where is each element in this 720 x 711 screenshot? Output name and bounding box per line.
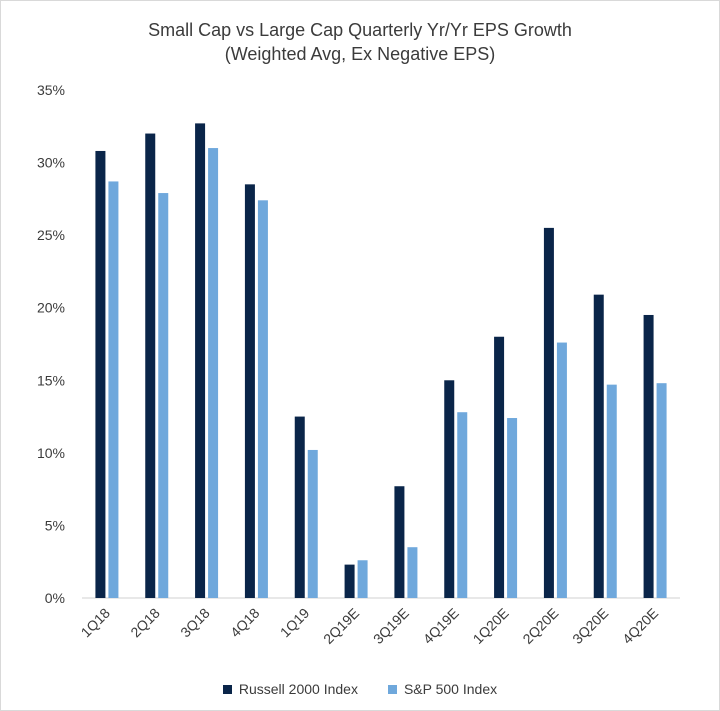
y-tick-label: 0% xyxy=(45,590,65,606)
legend-label-russell: Russell 2000 Index xyxy=(238,681,358,697)
y-tick-label: 15% xyxy=(37,372,65,388)
y-tick-label: 35% xyxy=(37,82,65,98)
x-tick-label: 4Q19E xyxy=(420,605,462,647)
legend-swatch-russell xyxy=(222,684,232,694)
y-axis-ticks: 0% 5% 10% 15% 20% 25% 30% 35% xyxy=(37,82,65,606)
bar-russell-2000 xyxy=(344,564,355,598)
bar-sp-500 xyxy=(307,449,318,598)
bar-russell-2000 xyxy=(145,133,156,599)
bar-russell-2000 xyxy=(494,336,505,598)
x-tick-label: 1Q18 xyxy=(78,605,114,641)
y-tick-label: 5% xyxy=(45,517,65,533)
x-tick-label: 2Q20E xyxy=(519,605,561,647)
x-axis-ticks: 1Q18 2Q18 3Q18 4Q18 1Q19 2Q19E 3Q19E 4Q19E 1Q20E… xyxy=(78,605,662,647)
x-tick-label: 3Q20E xyxy=(569,605,611,647)
legend-item-sp500: S&P 500 Index xyxy=(387,681,498,697)
legend-swatch-sp500 xyxy=(387,684,397,694)
bar-sp-500 xyxy=(507,418,518,598)
bar-sp-500 xyxy=(656,383,667,598)
x-tick-label: 2Q19E xyxy=(320,605,362,647)
bar-russell-2000 xyxy=(593,294,604,598)
bar-sp-500 xyxy=(108,181,119,598)
chart-subtitle: (Weighted Avg, Ex Negative EPS) xyxy=(224,44,496,64)
chart-title: Small Cap vs Large Cap Quarterly Yr/Yr E… xyxy=(148,20,572,40)
bar-russell-2000 xyxy=(195,123,206,598)
bar-sp-500 xyxy=(208,148,219,599)
x-tick-label: 1Q20E xyxy=(470,605,512,647)
bar-russell-2000 xyxy=(244,184,255,599)
bar-russell-2000 xyxy=(444,380,455,598)
bar-sp-500 xyxy=(257,200,268,598)
y-tick-label: 25% xyxy=(37,227,65,243)
legend-item-russell: Russell 2000 Index xyxy=(222,681,358,697)
legend: Russell 2000 Index S&P 500 Index xyxy=(0,681,720,697)
x-tick-label: 4Q18 xyxy=(227,605,263,641)
bar-sp-500 xyxy=(606,384,617,598)
bar-russell-2000 xyxy=(394,486,405,598)
x-tick-label: 2Q18 xyxy=(127,605,163,641)
x-tick-label: 3Q18 xyxy=(177,605,213,641)
y-tick-label: 10% xyxy=(37,445,65,461)
bar-russell-2000 xyxy=(543,227,554,598)
bar-russell-2000 xyxy=(643,314,654,598)
y-tick-label: 30% xyxy=(37,155,65,171)
bar-sp-500 xyxy=(407,547,418,598)
y-tick-label: 20% xyxy=(37,300,65,316)
x-tick-label: 1Q19 xyxy=(277,605,313,641)
bars xyxy=(95,123,667,599)
x-tick-label: 3Q19E xyxy=(370,605,412,647)
x-tick-label: 4Q20E xyxy=(619,605,661,647)
legend-label-sp500: S&P 500 Index xyxy=(403,681,498,697)
bar-sp-500 xyxy=(457,412,468,598)
bar-sp-500 xyxy=(556,342,567,598)
bar-russell-2000 xyxy=(95,150,106,598)
bar-sp-500 xyxy=(357,560,368,598)
bar-russell-2000 xyxy=(294,416,305,598)
bar-sp-500 xyxy=(158,193,169,598)
